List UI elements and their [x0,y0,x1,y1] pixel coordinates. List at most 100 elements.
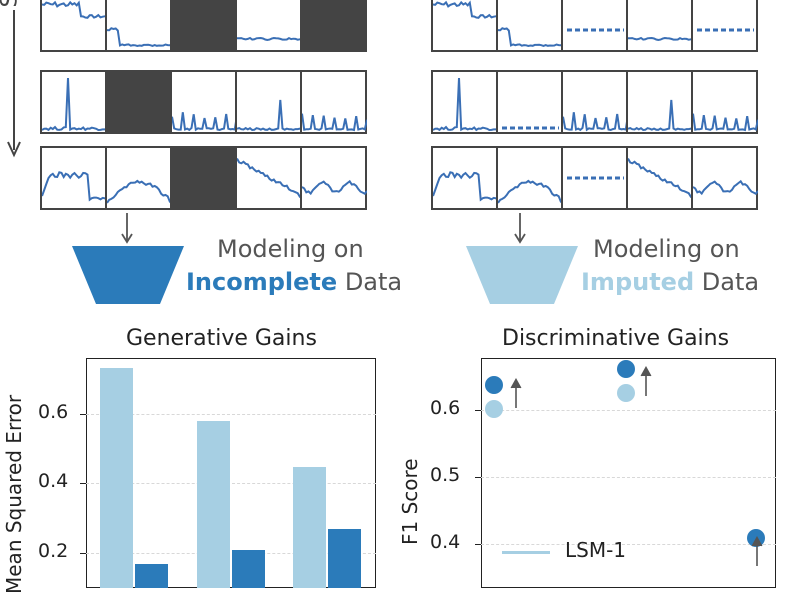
signal-trace [628,36,693,42]
imputed-model-icon [466,246,578,304]
discriminative-chart-title: Discriminative Gains [502,326,730,351]
masked-cell [170,0,237,52]
signal-trace [628,99,693,132]
discriminative-point [485,399,503,418]
signal-cell [235,70,302,134]
discriminative-point [747,528,765,547]
generative-bar [293,466,327,588]
discriminative-tick-mark [475,477,481,479]
legend-swatch-line [502,551,550,554]
discriminative-y-tick-label: 0.6 [430,397,461,420]
incomplete-suffix: Data [344,268,403,296]
signal-trace [693,113,758,132]
imputed-cell [496,70,563,134]
imputed-caption-line1: Modeling on [593,235,740,263]
incomplete-caption-line1: Modeling on [217,235,364,263]
generative-bar [100,368,133,588]
down-arrow-icon [121,213,133,244]
masked-cell [170,146,237,210]
generative-gridline [86,413,376,415]
generative-y-tick-label: 0.6 [38,400,69,423]
signal-cell [235,146,302,210]
generative-tick-mark [80,413,86,415]
signal-cell [300,70,367,134]
discriminative-tick-mark [475,544,481,546]
incomplete-model-icon [72,246,184,304]
imputed-cell [561,0,628,52]
discriminative-point [485,376,503,395]
generative-bar [231,549,265,588]
signal-cell [40,70,107,134]
masked-cell [300,0,367,52]
improvement-arrow-icon [751,536,763,566]
generative-bar [135,563,168,588]
signal-trace [107,27,172,48]
discriminative-tick-mark [475,410,481,412]
signal-trace [42,171,107,202]
signal-trace [107,179,172,205]
signal-trace [302,179,367,196]
signal-trace [498,27,563,48]
imputed-highlight: Imputed [581,268,695,296]
signal-trace [42,77,107,132]
signal-trace [628,158,693,199]
signal-trace [433,171,498,202]
signal-trace [172,112,237,132]
generative-bar [196,421,230,588]
signal-cell [626,70,693,134]
generative-tick-mark [80,483,86,485]
discriminative-gridline [481,544,776,546]
signal-cell [691,70,758,134]
signal-cell [431,0,498,52]
signal-trace [693,179,758,196]
masked-cell [105,70,172,134]
discriminative-gridline [481,477,776,479]
generative-y-tick-label: 0.4 [38,470,69,493]
imputed-cell [561,146,628,210]
signal-trace [563,112,628,132]
signal-trace [498,179,563,205]
signal-trace [433,0,498,19]
signal-cell [431,146,498,210]
generative-bar [328,529,362,588]
signal-cell [496,146,563,210]
improvement-arrow-icon [640,366,652,396]
signal-cell [561,70,628,134]
imputed-suffix: Data [701,268,760,296]
signal-cell [40,0,107,52]
signal-cell [431,70,498,134]
incomplete-caption-line2: Incomplete Data [186,267,402,297]
signal-trace [433,77,498,132]
signal-cell [170,70,237,134]
discriminative-y-label: F1 Score [398,458,422,545]
generative-y-tick-label: 0.2 [38,540,69,563]
generative-chart-title: Generative Gains [126,326,317,351]
signal-cell [40,146,107,210]
signal-trace [42,0,107,19]
signal-cell [691,146,758,210]
signal-trace [237,158,302,199]
improvement-arrow-icon [510,378,522,408]
signal-trace [237,36,302,42]
down-arrow-icon [514,213,526,244]
discriminative-y-tick-label: 0.4 [430,531,461,554]
vertical-arrow-icon [7,10,21,158]
discriminative-gridline [481,410,776,412]
generative-gridline [86,553,376,555]
discriminative-point [617,383,635,402]
signal-cell [626,146,693,210]
generative-tick-mark [80,553,86,555]
signal-cell [496,0,563,52]
legend-label: LSM-1 [565,538,627,562]
discriminative-point [617,360,635,379]
incomplete-highlight: Incomplete [186,268,338,296]
signal-trace [237,99,302,132]
signal-cell [105,0,172,52]
signal-cell [300,146,367,210]
discriminative-y-tick-label: 0.5 [430,464,461,487]
generative-y-label: Mean Squared Error [2,394,26,594]
left-axis-glyph: S [0,0,22,7]
imputed-cell [691,0,758,52]
signal-trace [302,113,367,132]
signal-cell [235,0,302,52]
